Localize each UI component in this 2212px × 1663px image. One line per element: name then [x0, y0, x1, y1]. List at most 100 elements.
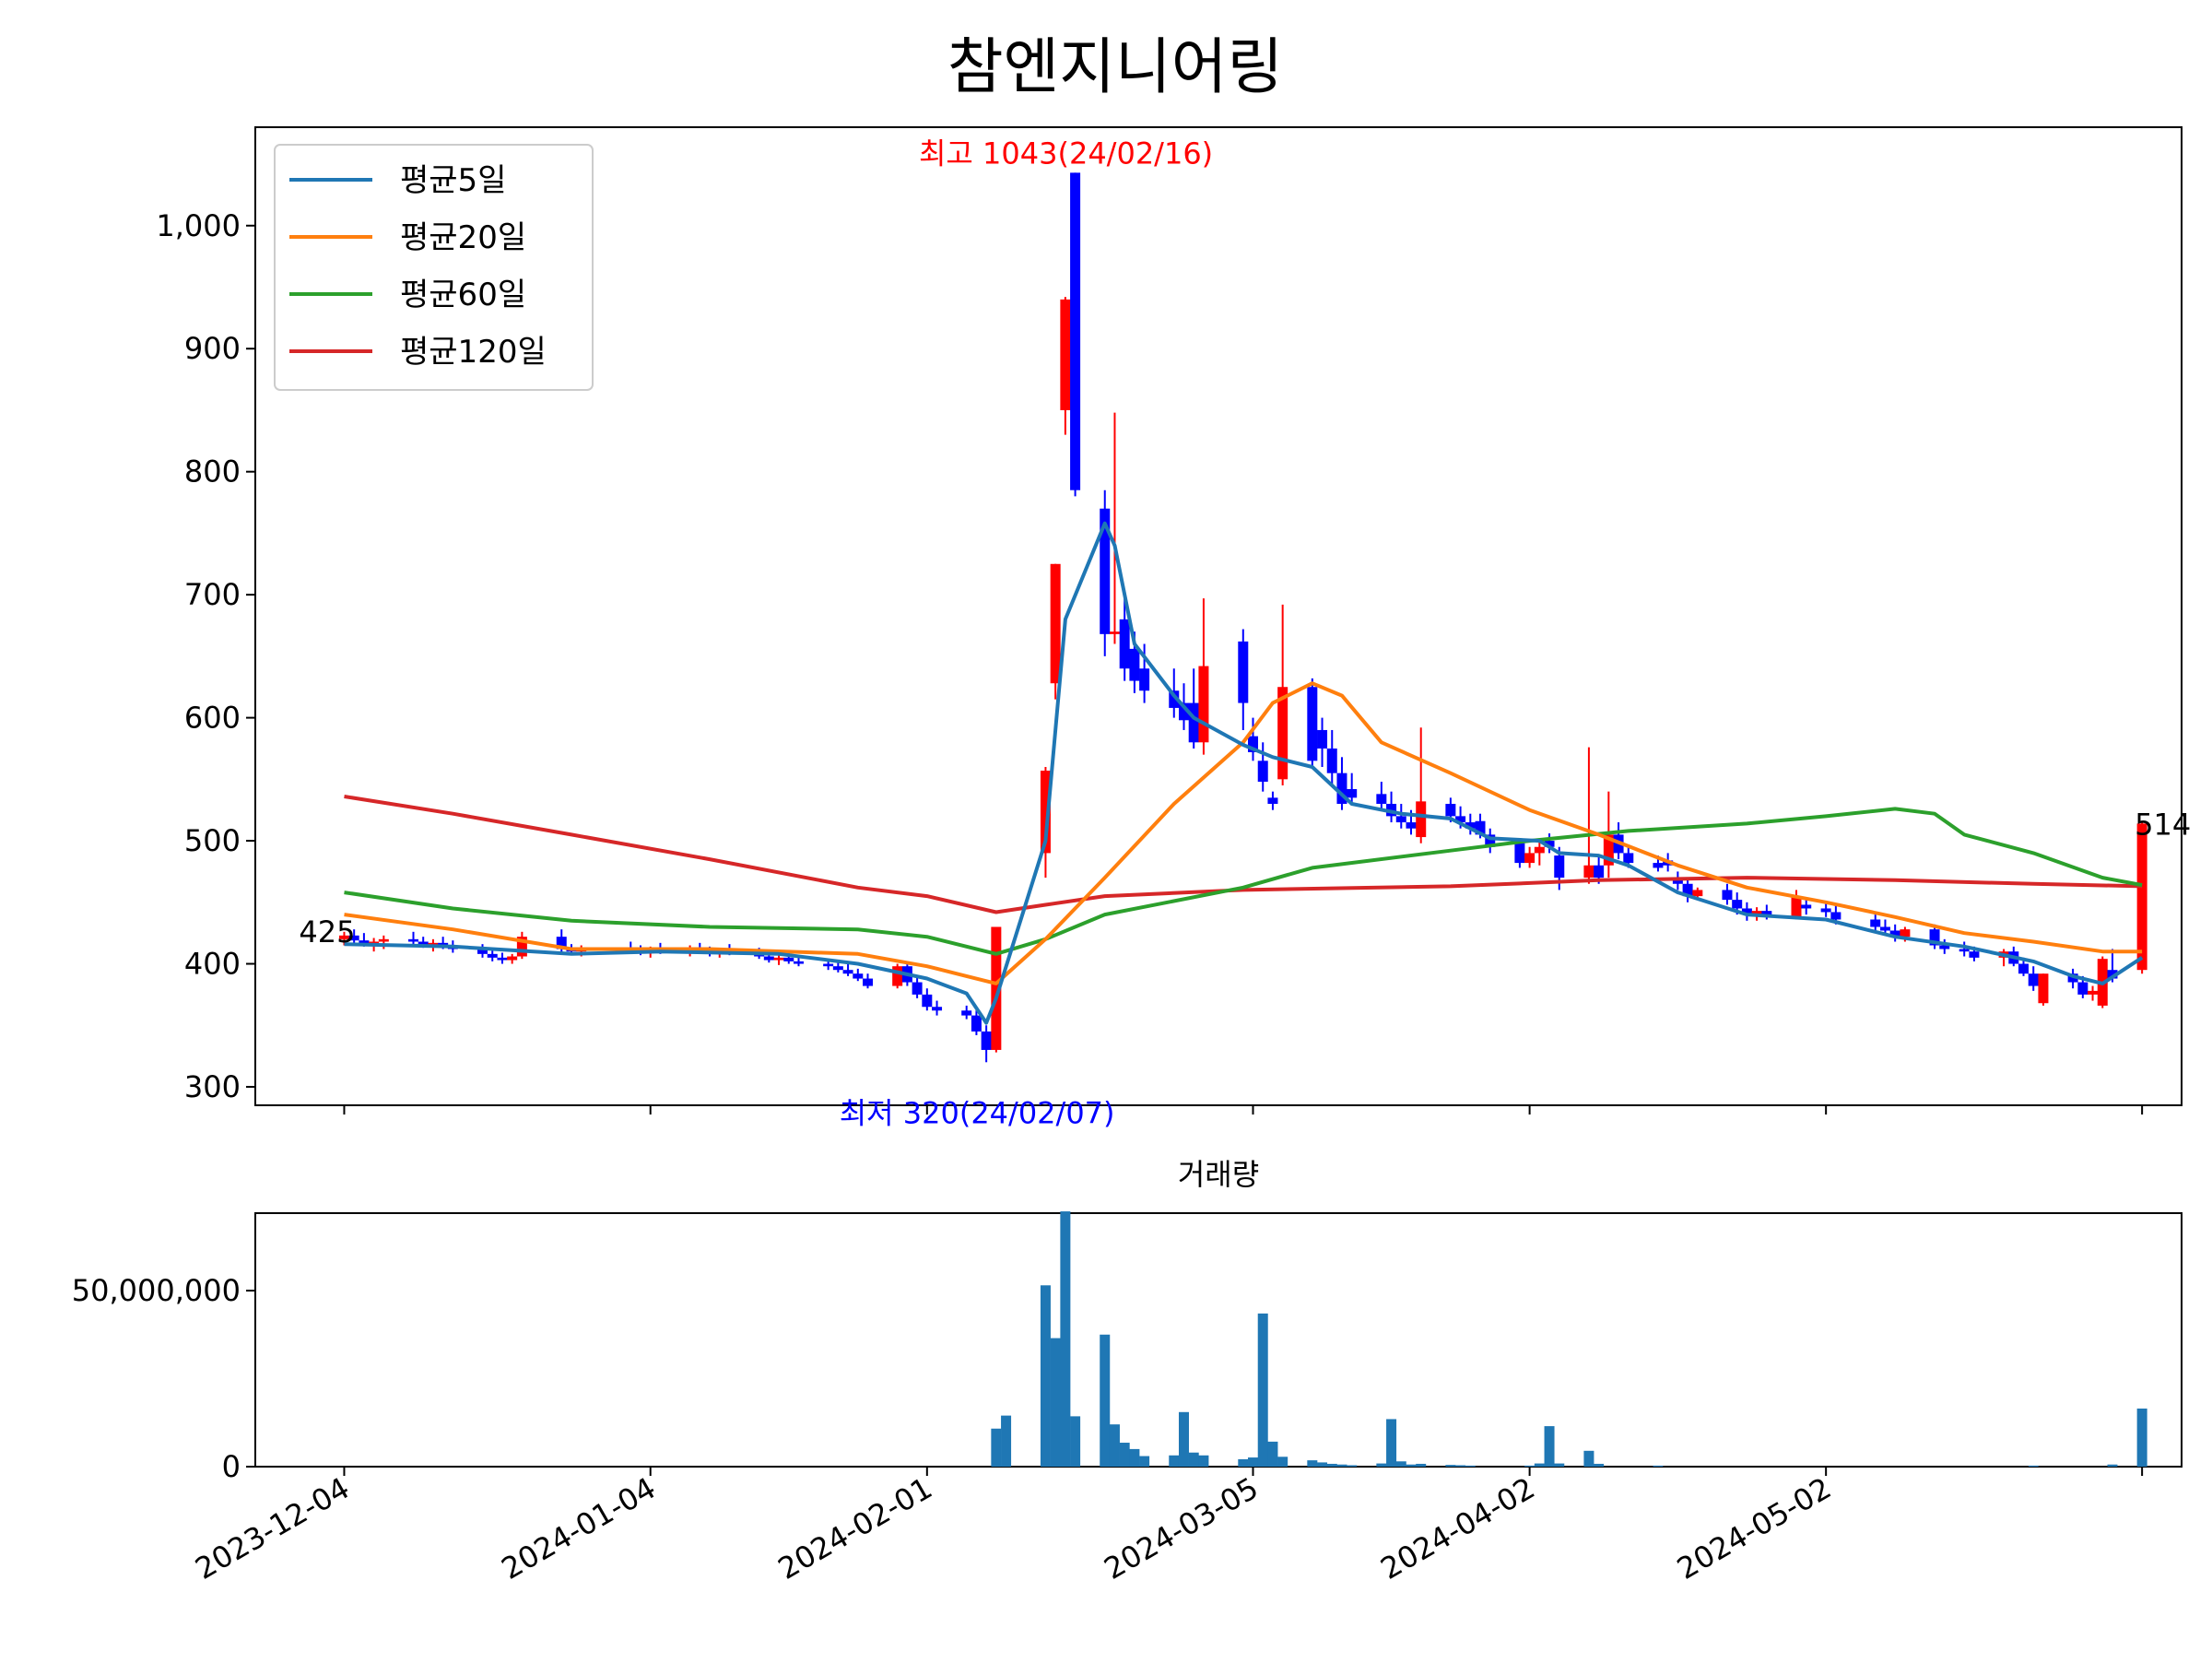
candle-body-down: [487, 953, 498, 958]
candle-body-down: [1445, 804, 1456, 817]
legend-frame: [274, 144, 594, 391]
volume-bar: [1169, 1455, 1180, 1467]
candle-body-down: [2018, 963, 2030, 974]
candle-body-up: [1751, 911, 1762, 915]
candle-body-up: [338, 935, 349, 939]
candle-body-down: [1929, 929, 1940, 946]
volume-bar: [2136, 1408, 2147, 1467]
candle-body-down: [348, 935, 359, 941]
volume-bar: [1317, 1462, 1328, 1467]
volume-bar: [1554, 1463, 1565, 1467]
candle-body-down: [1682, 883, 1693, 897]
first-close-annotation: 425: [299, 914, 355, 949]
volume-bar: [1070, 1416, 1081, 1467]
candle-body-up: [2038, 973, 2049, 1004]
candle-body-down: [971, 1015, 982, 1032]
candle-body-up: [1583, 865, 1594, 879]
legend-label-1: 평균20일: [400, 219, 526, 256]
candle-body-down: [1959, 949, 1970, 952]
candle-body-down: [1178, 702, 1189, 721]
volume-bar: [1416, 1463, 1427, 1467]
price-y-tick-label: 500: [184, 823, 241, 858]
volume-bar: [1524, 1465, 1535, 1467]
candle-body-up: [516, 937, 527, 957]
candle-body-down: [981, 1031, 992, 1050]
candle-body-up: [369, 941, 380, 945]
candle-body-down: [783, 957, 794, 961]
candle-body-down: [1406, 822, 1417, 829]
volume-bar: [1267, 1441, 1278, 1467]
price-y-tick-label: 1,000: [156, 208, 241, 243]
price-x-ticks: [343, 1105, 2144, 1115]
candle-body-down: [763, 956, 774, 961]
candle-body-up: [1524, 853, 1535, 864]
volume-bar: [1040, 1285, 1051, 1467]
volume-bar: [1050, 1338, 1061, 1467]
volume-bar: [1119, 1443, 1130, 1467]
price-y-axis: 300 400 500 600 700 800 900 1,000: [156, 208, 255, 1104]
volume-bar: [1257, 1313, 1268, 1467]
volume-bar: [1534, 1463, 1545, 1467]
candle-body-down: [1257, 761, 1268, 783]
volume-bar: [1544, 1426, 1555, 1467]
candle-body-down: [842, 970, 853, 974]
candle-body-down: [556, 937, 567, 949]
volume-bar: [1307, 1460, 1318, 1467]
candle-body-up: [1109, 631, 1120, 634]
ma-line-0: [344, 521, 2144, 1025]
candle-body-down: [2107, 970, 2118, 979]
volume-bar: [1178, 1411, 1189, 1467]
candle-body-up: [1060, 299, 1071, 410]
candle-body-down: [1830, 912, 1841, 920]
volume-bar: [1188, 1452, 1199, 1467]
x-tick-label: 2024-04-02: [1375, 1470, 1541, 1586]
candle-body-down: [1653, 863, 1664, 868]
ma-line-2: [344, 807, 2143, 956]
candle-body-up: [378, 938, 389, 942]
candle-body-down: [418, 941, 429, 946]
candle-body-up: [1692, 890, 1703, 897]
candle-body-up: [1900, 929, 1911, 938]
candle-body-down: [1969, 951, 1980, 958]
candle-body-down: [1879, 926, 1890, 931]
candle-body-down: [1623, 853, 1634, 864]
candle-body-down: [793, 961, 804, 964]
volume-bar: [1386, 1419, 1397, 1467]
candle-body-down: [1336, 773, 1347, 805]
volume-bar: [1347, 1465, 1358, 1467]
x-tick-label: 2023-12-04: [189, 1470, 355, 1586]
candle-body-down: [1722, 890, 1733, 901]
candle-body-down: [1732, 900, 1743, 909]
candle-body-up: [1040, 770, 1051, 854]
candle-body-down: [1889, 930, 1900, 938]
volume-panel-title: 거래량: [1178, 1157, 1259, 1192]
volume-bar: [1109, 1424, 1120, 1467]
volume-bar: [1238, 1458, 1249, 1467]
candle-body-down: [1248, 736, 1259, 752]
candle-body-down: [1347, 789, 1358, 798]
price-panel: 300 400 500 600 700 800 900 1,000 최고 1043(24/02…: [156, 126, 2191, 1130]
x-tick-label: 2024-05-02: [1671, 1470, 1837, 1586]
volume-bar: [2028, 1465, 2039, 1467]
x-tick-label: 2024-03-05: [1098, 1470, 1264, 1586]
candle-body-down: [1870, 919, 1881, 927]
candle-body-down: [823, 963, 834, 967]
candle-body-up: [1534, 846, 1545, 854]
candle-body-down: [359, 940, 370, 945]
candle-body-down: [1129, 648, 1140, 681]
volume-bar: [1406, 1464, 1417, 1467]
candles: [338, 172, 2147, 1063]
candle-body-up: [2136, 823, 2147, 971]
price-y-tick-label: 400: [184, 947, 241, 982]
candle-body-up: [773, 957, 784, 961]
candle-body-down: [497, 957, 508, 961]
candle-body-up: [2088, 990, 2099, 995]
candle-body-down: [1801, 904, 1812, 909]
volume-bar: [1001, 1415, 1012, 1467]
volume-bar: [1583, 1450, 1594, 1467]
candle-body-down: [1238, 641, 1249, 703]
volume-plot-frame: [254, 1212, 2183, 1468]
